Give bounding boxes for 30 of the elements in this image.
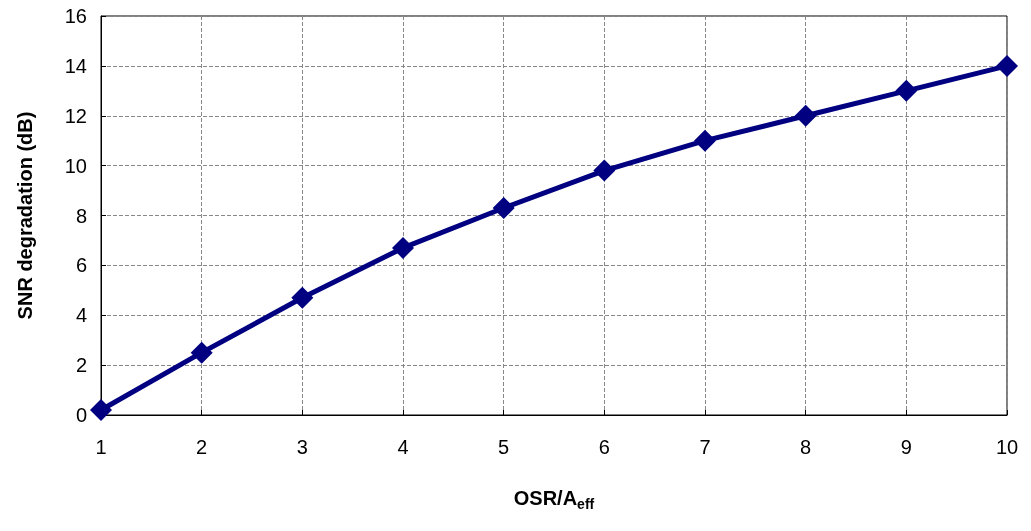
y-tick-label: 10 <box>64 154 87 177</box>
point <box>593 159 616 182</box>
x-tick-label: 10 <box>995 436 1019 458</box>
x-tick-label: 7 <box>699 436 711 458</box>
x-tick-label: 3 <box>296 436 308 458</box>
y-tick-label: 8 <box>75 204 87 227</box>
x-tick-label: 5 <box>498 436 510 458</box>
point <box>694 129 716 152</box>
y-tick-label: 14 <box>64 54 87 77</box>
y-axis-title: SNR degradation (dB) <box>14 111 36 320</box>
point <box>90 399 112 422</box>
y-tick-label: 4 <box>75 304 87 327</box>
point <box>996 54 1018 77</box>
y-tick-label: 0 <box>75 404 87 426</box>
x-tick-label: 6 <box>598 436 610 458</box>
point <box>190 341 213 364</box>
x-tick-label: 4 <box>397 436 409 458</box>
point <box>291 286 314 309</box>
y-tick-label: 6 <box>75 254 87 277</box>
x-tick-label: 9 <box>900 436 912 458</box>
point <box>492 197 515 220</box>
point <box>895 79 918 102</box>
y-tick-label: 16 <box>64 5 87 27</box>
x-tick-label: 1 <box>95 436 107 458</box>
x-tick-label: 8 <box>800 436 812 458</box>
point <box>794 104 817 127</box>
x-tick-label: 2 <box>196 436 208 458</box>
y-tick-label: 2 <box>75 354 87 377</box>
point <box>392 236 414 259</box>
y-tick-label: 12 <box>64 104 87 127</box>
